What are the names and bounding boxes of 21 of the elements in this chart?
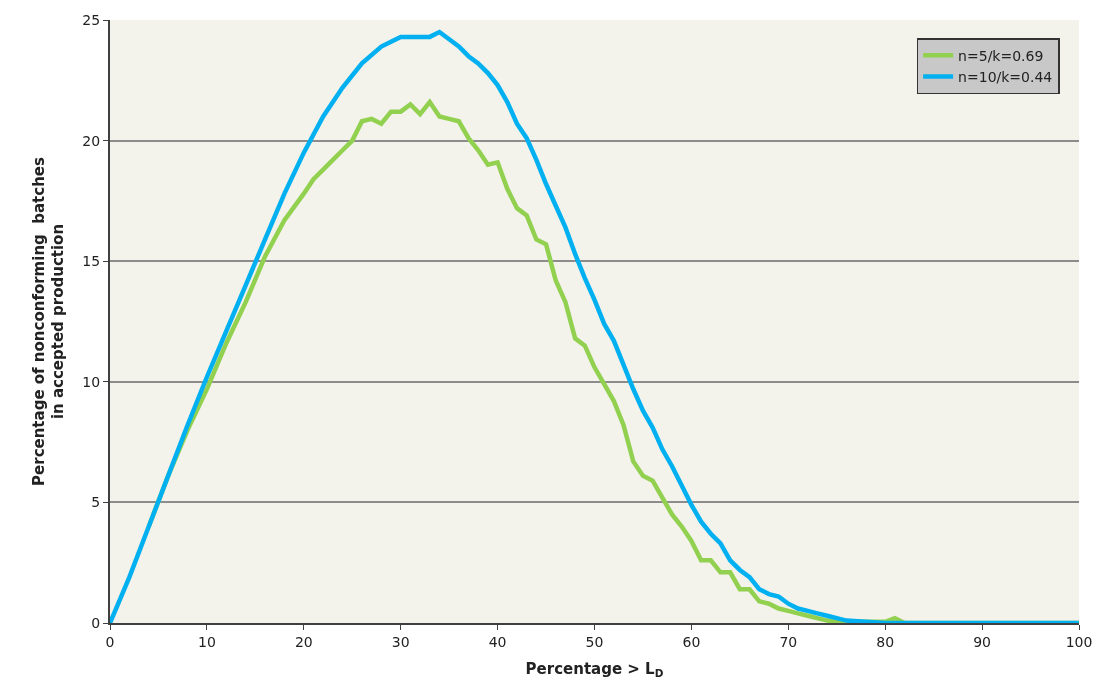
x-tick-label: 60	[682, 633, 701, 650]
x-tick-label: 50	[585, 633, 604, 650]
y-tick-label: 10	[82, 373, 101, 390]
y-tick-label: 0	[91, 614, 101, 631]
x-tick-label: 40	[488, 633, 507, 650]
x-tick-label: 20	[294, 633, 313, 650]
legend-label: n=10/k=0.44	[958, 68, 1053, 85]
x-tick-label: 10	[197, 633, 216, 650]
y-tick-label: 5	[91, 494, 101, 511]
x-axis-title: Percentage > L$_{D}$	[525, 660, 664, 680]
y-tick-label: 20	[82, 132, 101, 149]
x-tick-label: 0	[105, 633, 115, 650]
legend-label: n=5/k=0.69	[958, 47, 1044, 64]
x-tick-label: 70	[779, 633, 798, 650]
x-tick-label: 30	[391, 633, 410, 650]
x-tick-label: 90	[973, 633, 992, 650]
x-tick-label: 100	[1065, 633, 1093, 650]
y-axis-title: Percentage of nonconforming batches in accepted production	[29, 156, 68, 486]
x-tick-label: 80	[876, 633, 895, 650]
y-tick-label: 15	[82, 253, 101, 270]
y-tick-label: 25	[82, 11, 101, 28]
